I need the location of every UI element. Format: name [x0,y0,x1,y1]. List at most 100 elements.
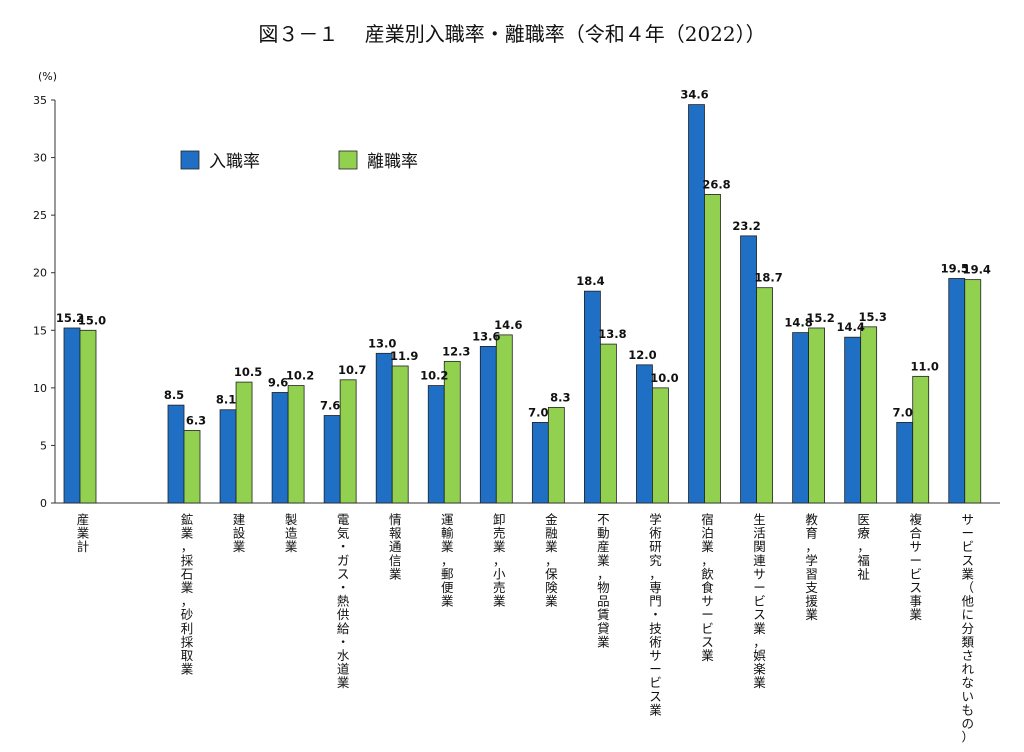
data-label-hire-rate: 13.6 [472,329,500,343]
data-label-hire-rate: 14.4 [836,320,864,334]
category-label: 情報通信業 [389,512,402,581]
bar-separation-rate [808,327,825,504]
category-label: 電気・ガス・熱供給・水道業 [337,512,350,690]
bar-separation-rate [443,360,461,504]
data-label-hire-rate: 8.1 [216,393,236,407]
bar-separation-rate [495,334,513,504]
data-label-separation-rate: 14.6 [494,318,522,332]
legend: 入職率 離職率 [180,150,418,172]
category-label: 不動産業，物品賃貸業 [597,512,610,649]
data-label-separation-rate: 19.4 [963,263,991,277]
data-label-separation-rate: 11.0 [911,359,939,373]
bar-hire-rate [636,364,653,504]
data-label-hire-rate: 10.2 [420,369,448,383]
bar-hire-rate [844,336,862,504]
bar-hire-rate [584,290,601,504]
data-label-hire-rate: 15.2 [56,311,84,325]
category-label: 建設業 [233,512,246,554]
bar-separation-rate [183,430,201,504]
data-label-separation-rate: 18.7 [754,271,782,285]
bar-separation-rate [79,329,97,504]
data-label-hire-rate: 34.6 [680,88,708,102]
category-label: 学術研究，専門・技術サービス業 [649,512,662,717]
bar-hire-rate [375,352,393,504]
y-tick-label: 35 [33,94,47,107]
category-labels: 産業計 鉱業，採石業，砂利採取業 建設業 製造業 電気・ガス・熱供給・水道業 情報通信業 運… [77,512,975,745]
bar-separation-rate [235,381,253,504]
bar-separation-rate [547,407,565,504]
category-label: 金融業，保険業 [545,512,558,609]
data-label-hire-rate: 7.0 [893,405,913,419]
data-label-hire-rate: 18.4 [576,274,604,288]
legend-swatch [180,150,200,170]
category-label: 教育，学習支援業 [805,512,818,622]
data-label-separation-rate: 10.5 [234,365,262,379]
bar-hire-rate [531,421,549,504]
bar-separation-rate [391,365,409,504]
bar-separation-rate [912,375,930,504]
legend-swatch [338,150,358,170]
bar-hire-rate [427,385,445,504]
data-label-separation-rate: 26.8 [702,177,730,191]
data-label-separation-rate: 13.8 [598,327,626,341]
category-label: 鉱業，採石業，砂利採取業 [181,512,194,677]
category-label: 卸売業，小売業 [493,512,506,609]
data-label-hire-rate: 14.8 [784,316,812,330]
bar-hire-rate [167,404,185,504]
data-label-hire-rate: 9.6 [268,375,288,389]
category-label: 医療，福祉 [857,512,870,581]
data-label-hire-rate: 23.2 [732,219,760,233]
data-label-hire-rate: 12.0 [628,348,656,362]
data-labels: 15.215.08.56.38.110.59.610.27.610.713.01… [56,88,991,428]
legend-label: 入職率 [209,152,260,172]
category-label: 運輸業，郵便業 [441,512,454,609]
data-label-separation-rate: 10.7 [338,363,366,377]
bar-separation-rate [600,343,617,504]
y-axis-ticks: 0 5 10 15 20 25 30 35 [33,94,55,510]
category-label: 宿泊業，飲食サービス業 [701,512,714,663]
bar-hire-rate [63,327,81,504]
bar-separation-rate [339,379,357,504]
legend-label: 離職率 [367,152,418,172]
bar-separation-rate [287,385,305,504]
bar-hire-rate [479,346,497,504]
bar-separation-rate [756,287,773,504]
category-label: サービス業（他に分類されないもの） [961,512,974,745]
bar-hire-rate [688,104,705,504]
y-tick-label: 25 [33,209,47,222]
data-label-hire-rate: 7.0 [528,405,548,419]
y-tick-label: 10 [33,382,47,395]
bar-hire-rate [271,392,289,504]
y-axis-unit-label: (%) [38,70,57,83]
data-label-separation-rate: 12.3 [442,344,470,358]
category-label: 製造業 [285,512,298,554]
data-label-separation-rate: 6.3 [186,413,206,427]
data-label-separation-rate: 15.2 [806,311,834,325]
bar-hire-rate [323,415,341,504]
data-label-hire-rate: 13.0 [368,336,396,350]
bars [63,104,982,504]
data-label-separation-rate: 10.2 [286,369,314,383]
data-label-hire-rate: 8.5 [164,388,184,402]
category-label: 複合サービス事業 [909,512,922,622]
bar-hire-rate [896,421,914,504]
bar-hire-rate [792,332,809,504]
axes [54,100,1000,504]
y-tick-label: 0 [40,497,47,510]
bar-separation-rate [860,326,878,504]
data-label-separation-rate: 15.3 [858,310,886,324]
category-label: 生活関連サービス業，娯楽業 [753,512,766,690]
bar-hire-rate [219,409,237,504]
y-tick-label: 30 [33,152,47,165]
bar-separation-rate [964,279,982,504]
data-label-separation-rate: 15.0 [78,313,106,327]
category-label: 産業計 [77,512,90,554]
data-label-hire-rate: 19.5 [941,261,969,275]
data-label-hire-rate: 7.6 [320,398,340,412]
data-label-separation-rate: 10.0 [650,371,678,385]
bar-separation-rate [704,194,721,504]
chart-title: 図３－１ 産業別入職率・離職率（令和４年（2022）） [258,22,766,46]
bar-separation-rate [652,387,669,504]
bar-hire-rate [948,278,966,504]
